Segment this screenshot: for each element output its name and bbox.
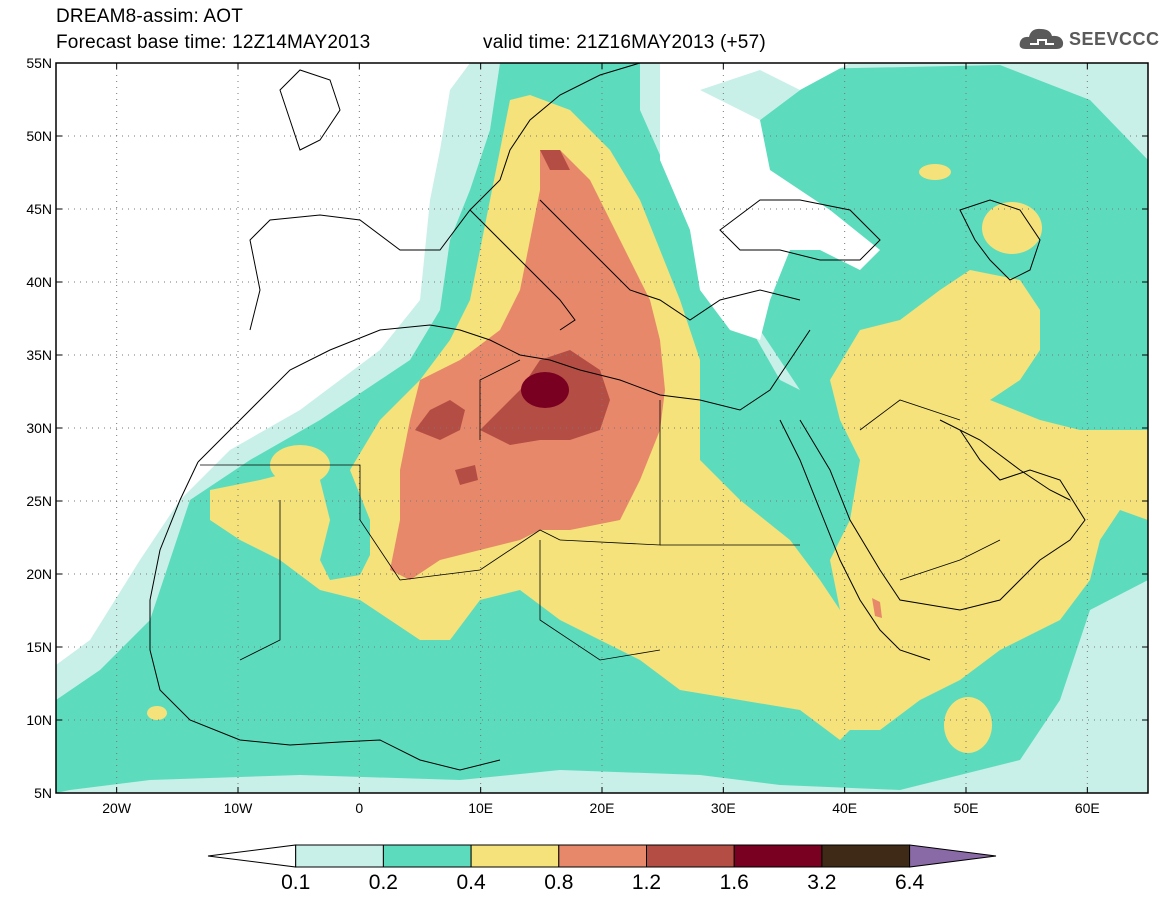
forecast-base-time: Forecast base time: 12Z14MAY2013 (56, 32, 371, 53)
country-borders (200, 359, 1001, 661)
coastline-britain (279, 69, 341, 151)
colorbar-label: 0.2 (369, 871, 398, 894)
colorbar-labels: 0.1 0.2 0.4 0.8 1.2 1.6 3.2 6.4 (281, 871, 924, 894)
lat-tick-label: 15N (26, 639, 52, 655)
coastline-persian-gulf (939, 419, 1071, 501)
border-6 (239, 500, 281, 661)
aot-spot-east-africa (920, 570, 980, 650)
colorbar-segment (909, 844, 997, 868)
graticule (56, 63, 1148, 793)
valid-time: valid time: 21Z16MAY2013 (+57) (483, 32, 766, 53)
map-fields (56, 63, 1148, 793)
lon-tick-label: 0 (355, 800, 363, 816)
clean-air-region-east (660, 63, 880, 340)
coastline-balkans (539, 199, 801, 321)
lat-tick-label: 10N (26, 712, 52, 728)
border-7 (539, 540, 661, 661)
aot-contour-1.2-north (540, 150, 570, 170)
aot-spot-black-sea (919, 164, 951, 180)
coastlines (149, 63, 1086, 771)
coastline-africa-atlantic (149, 461, 501, 771)
longitude-labels: 20W 10W 0 10E 20E 30E 40E 50E 60E (102, 63, 1100, 816)
lat-tick-label: 25N (26, 493, 52, 509)
coastline-arabia (799, 419, 1086, 611)
coastline-europe (249, 63, 641, 331)
colorbar-label: 3.2 (807, 871, 836, 894)
lat-tick-label: 55N (26, 55, 52, 71)
colorbar-segment (382, 844, 472, 868)
aot-spot-gulf-of-guinea (147, 706, 167, 720)
lat-tick-label: 20N (26, 566, 52, 582)
aot-contour-0.4-arabia (830, 270, 1148, 730)
colorbar-segment (558, 844, 647, 868)
aot-spot-red-sea (872, 598, 882, 618)
coastline-africa-west (197, 324, 811, 463)
aot-contour-1.2-west (415, 400, 465, 440)
lon-tick-label: 20E (590, 800, 615, 816)
lat-tick-label: 40N (26, 274, 52, 290)
lat-tick-label: 45N (26, 201, 52, 217)
lon-tick-label: 30E (711, 800, 736, 816)
colorbar-segment (470, 844, 560, 868)
colorbar-label: 0.1 (281, 871, 310, 894)
aot-contour-1.2-south (455, 465, 478, 485)
coastline-caspian (959, 199, 1041, 281)
border-5 (479, 359, 521, 440)
border-8 (859, 399, 961, 431)
lat-tick-label: 50N (26, 128, 52, 144)
lon-tick-label: 60E (1075, 800, 1100, 816)
lon-tick-label: 10W (224, 800, 254, 816)
colorbar-segment (207, 844, 297, 868)
colorbar-segment (295, 844, 384, 868)
latitude-labels: 55N 50N 45N 40N 35N 30N 25N 20N 15N 10N 5N (26, 55, 1148, 801)
border-9 (899, 539, 1001, 581)
seevccc-logo: SEEVCCC (1018, 24, 1160, 54)
lat-tick-label: 30N (26, 420, 52, 436)
lon-tick-label: 40E (832, 800, 857, 816)
colorbar-segment (646, 844, 735, 868)
map-title: DREAM8-assim: AOT (56, 6, 244, 27)
aot-contour-1.6 (521, 372, 569, 408)
colorbar-label: 6.4 (895, 871, 925, 894)
lat-tick-label: 5N (34, 785, 52, 801)
colorbar-label: 0.8 (544, 871, 573, 894)
colorbar-segment (733, 844, 823, 868)
logo-text: SEEVCCC (1069, 28, 1160, 49)
lat-tick-label: 35N (26, 347, 52, 363)
colorbar-label: 1.2 (632, 871, 661, 894)
lon-tick-label: 20W (102, 800, 132, 816)
colorbar (207, 844, 997, 868)
coastline-black-sea (719, 199, 881, 261)
border-1 (200, 464, 401, 581)
cloud-icon (1019, 28, 1064, 49)
lon-tick-label: 10E (468, 800, 493, 816)
aot-spot-caspian (982, 202, 1042, 254)
colorbar-label: 0.4 (456, 871, 486, 894)
colorbar-segment (821, 844, 911, 868)
coastline-red-sea (779, 419, 931, 661)
coastline-italy (469, 209, 576, 331)
aot-spot-somalia (944, 697, 992, 753)
colorbar-label: 1.6 (720, 871, 749, 894)
border-2 (399, 529, 561, 581)
lon-tick-label: 50E (954, 800, 979, 816)
clean-air-region-east-2 (700, 70, 800, 120)
